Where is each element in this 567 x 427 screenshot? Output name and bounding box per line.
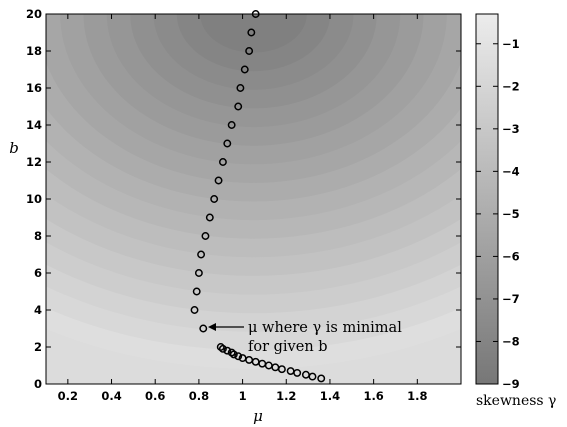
annotation-line-2: for given b: [248, 339, 328, 355]
y-tick-label: 2: [34, 340, 42, 354]
min-skewness-point: [234, 102, 243, 111]
x-tick-label: 0.4: [101, 389, 121, 403]
min-skewness-point: [223, 346, 232, 355]
x-tick-label: 0.6: [145, 389, 165, 403]
y-axis-label: b: [9, 139, 19, 157]
min-skewness-point: [218, 344, 227, 353]
colorbar-tick-label: −5: [502, 207, 520, 221]
min-skewness-point: [277, 365, 286, 374]
min-skewness-point: [210, 195, 219, 203]
plot-area: 0.2 0.4 0.6 0.8 1 1.2 1.4 1.6 1.8 0 2 4 6 8 10 12 14 16 1…: [26, 7, 462, 403]
x-tick-label: 1.6: [363, 389, 383, 403]
min-skewness-point: [214, 176, 223, 185]
colorbar-tick-label: −1: [502, 37, 520, 51]
min-skewness-point: [308, 372, 317, 381]
y-tick-label: 4: [34, 303, 42, 317]
colorbar-tick-label: −9: [502, 377, 520, 391]
min-skewness-point: [240, 65, 249, 74]
colorbar: −1 −2 −3 −4 −5 −6 −7 −8 −9 skewness γ: [475, 13, 556, 409]
min-skewness-point: [197, 250, 206, 259]
min-skewness-point: [247, 28, 256, 37]
min-skewness-point: [223, 139, 232, 148]
min-skewness-point: [205, 213, 214, 222]
y-axis-ticks: 0 2 4 6 8 10 12 14 16 18 20: [26, 7, 461, 391]
colorbar-tick-label: −6: [502, 249, 520, 263]
y-tick-label: 16: [26, 81, 42, 95]
x-tick-label: 1.8: [407, 389, 427, 403]
min-skewness-point: [194, 269, 203, 277]
annotation-arrow-head: [208, 323, 216, 331]
min-skewness-point: [317, 374, 326, 383]
y-tick-label: 8: [34, 229, 42, 243]
annotation: μ where γ is minimal for given b: [208, 320, 402, 355]
y-tick-label: 12: [26, 155, 42, 169]
annotation-line-1: μ where γ is minimal: [248, 320, 402, 336]
colorbar-tick-label: −2: [502, 79, 520, 93]
colorbar-label: skewness γ: [476, 393, 556, 409]
y-tick-label: 10: [26, 192, 42, 206]
colorbar-ticks: −1 −2 −3 −4 −5 −6 −7 −8 −9: [476, 37, 520, 391]
x-axis-label: μ: [253, 407, 263, 425]
colorbar-tick-label: −4: [502, 164, 520, 178]
y-tick-label: 14: [26, 118, 42, 132]
x-tick-label: 1.2: [276, 389, 296, 403]
min-skewness-point: [234, 352, 243, 361]
min-skewness-point: [201, 232, 210, 240]
contour-field: [46, 14, 461, 314]
min-skewness-point: [251, 10, 260, 18]
colorbar-tick-label: −8: [502, 334, 520, 348]
min-skewness-point: [218, 158, 227, 166]
min-skewness-point: [236, 84, 245, 92]
min-skewness-point: [192, 287, 201, 296]
colorbar-tick-label: −3: [502, 122, 520, 136]
y-tick-label: 20: [26, 7, 42, 21]
min-skewness-point: [229, 350, 238, 359]
x-tick-label: 0.2: [58, 389, 78, 403]
contour-band: [200, 14, 307, 53]
colorbar-tick-label: −7: [502, 292, 520, 306]
x-tick-label: 1: [239, 389, 247, 403]
min-skewness-point: [227, 121, 236, 129]
x-axis-ticks: 0.2 0.4 0.6 0.8 1 1.2 1.4 1.6 1.8: [58, 14, 428, 403]
min-skewness-point: [199, 324, 208, 333]
y-tick-label: 18: [26, 44, 42, 58]
min-skewness-markers: [190, 10, 326, 383]
y-tick-label: 6: [34, 266, 42, 280]
y-tick-label: 0: [34, 377, 42, 391]
x-tick-label: 0.8: [189, 389, 209, 403]
colorbar-gradient: [475, 13, 499, 385]
min-skewness-point: [190, 306, 199, 314]
x-tick-label: 1.4: [320, 389, 340, 403]
min-skewness-point: [293, 368, 302, 377]
min-skewness-point: [245, 47, 254, 55]
